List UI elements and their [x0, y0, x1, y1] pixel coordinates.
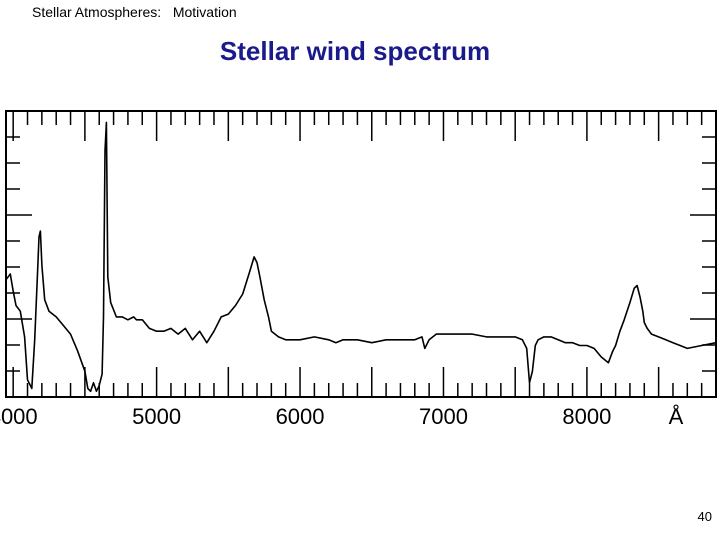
x-tick-label: 7000: [419, 404, 468, 429]
x-tick-label: 4000: [0, 404, 38, 429]
slide-header: Stellar Atmospheres: Motivation: [32, 4, 237, 20]
slide-title: Stellar wind spectrum: [219, 36, 491, 66]
plot-frame: [5, 110, 717, 398]
x-tick-labels: 4000 5000 6000 7000 8000: [0, 404, 611, 429]
header-section: Stellar Atmospheres:: [32, 4, 162, 20]
spectrum-line: [5, 121, 717, 393]
header-topic: Motivation: [172, 4, 237, 20]
x-tick-label: 8000: [562, 404, 611, 429]
axis-ticks: [6, 111, 716, 397]
page-number: 40: [697, 509, 712, 524]
x-tick-label: 5000: [132, 404, 181, 429]
x-unit-label: Å: [669, 404, 684, 429]
x-tick-label: 6000: [276, 404, 325, 429]
